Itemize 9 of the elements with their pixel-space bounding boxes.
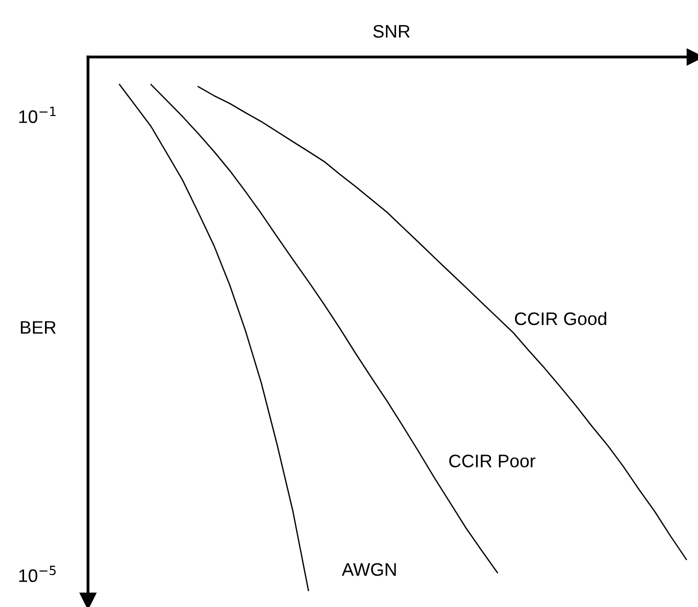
y-axis-title: BER	[20, 321, 56, 334]
y-tick-label: 10$^{−1}$	[19, 106, 56, 124]
series-label: CCIR Poor	[449, 454, 536, 468]
series-label: CCIR Good	[514, 312, 606, 326]
y-tick-label: 10$^{−5}$	[19, 566, 56, 582]
line-series	[118, 84, 310, 592]
line-series	[198, 86, 687, 560]
x-axis-title: SNR	[373, 24, 410, 38]
series-label: AWGN	[342, 563, 396, 576]
